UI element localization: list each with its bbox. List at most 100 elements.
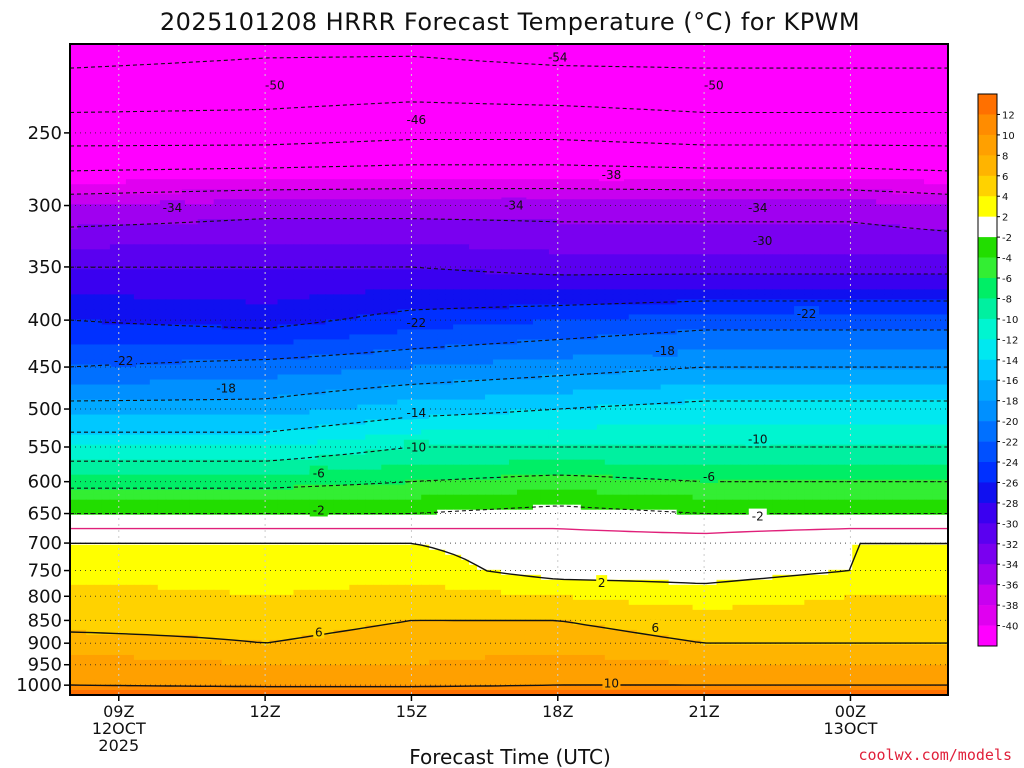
temperature-cell xyxy=(229,184,239,190)
temperature-cell xyxy=(908,209,917,215)
temperature-cell xyxy=(141,179,151,185)
temperature-cell xyxy=(70,64,79,70)
temperature-cell xyxy=(884,184,893,190)
temperature-cell xyxy=(636,124,646,130)
temperature-cell xyxy=(644,189,654,195)
temperature-cell xyxy=(125,114,135,120)
temperature-cell xyxy=(325,199,334,205)
temperature-cell xyxy=(421,49,430,55)
temperature-cell xyxy=(876,234,885,240)
temperature-cell xyxy=(644,59,654,65)
temperature-cell xyxy=(157,99,167,105)
temperature-cell xyxy=(461,169,470,175)
temperature-cell xyxy=(524,129,534,135)
temperature-cell xyxy=(261,154,271,160)
temperature-cell xyxy=(445,229,454,235)
temperature-cell xyxy=(165,184,175,190)
temperature-cell xyxy=(261,249,271,255)
temperature-cell xyxy=(516,54,526,60)
temperature-cell xyxy=(900,174,909,180)
temperature-cell xyxy=(277,194,287,200)
temperature-cell xyxy=(724,119,734,125)
temperature-cell xyxy=(828,109,837,115)
temperature-cell xyxy=(117,224,127,230)
temperature-cell xyxy=(261,44,271,50)
temperature-cell xyxy=(796,54,805,60)
temperature-cell xyxy=(620,154,630,160)
temperature-cell xyxy=(716,149,726,155)
temperature-cell xyxy=(501,184,510,190)
temperature-cell xyxy=(245,259,255,265)
temperature-cell xyxy=(884,59,893,65)
temperature-cell xyxy=(181,94,191,100)
temperature-cell xyxy=(85,114,95,120)
temperature-cell xyxy=(373,109,382,115)
temperature-cell xyxy=(548,194,558,200)
temperature-cell xyxy=(429,159,438,165)
temperature-cell xyxy=(908,144,917,150)
temperature-cell xyxy=(876,49,885,55)
temperature-cell xyxy=(101,89,111,95)
temperature-cell xyxy=(70,109,79,115)
temperature-cell xyxy=(70,69,79,75)
temperature-cell xyxy=(493,164,502,170)
temperature-cell xyxy=(237,244,247,250)
temperature-cell xyxy=(413,214,422,220)
temperature-cell xyxy=(676,124,686,130)
temperature-cell xyxy=(221,84,231,90)
temperature-cell xyxy=(229,94,239,100)
temperature-cell xyxy=(301,104,311,110)
temperature-cell xyxy=(892,254,901,260)
temperature-cell xyxy=(141,64,151,70)
temperature-cell xyxy=(181,49,191,55)
temperature-cell xyxy=(636,44,646,50)
temperature-cell xyxy=(469,144,478,150)
temperature-cell xyxy=(205,74,215,80)
temperature-cell xyxy=(876,214,885,220)
temperature-cell xyxy=(509,244,518,250)
temperature-cell xyxy=(780,214,789,220)
temperature-cell xyxy=(253,164,263,170)
temperature-cell xyxy=(772,74,781,80)
temperature-cell xyxy=(620,79,630,85)
temperature-cell xyxy=(916,174,925,180)
temperature-cell xyxy=(788,134,797,140)
temperature-cell xyxy=(325,144,334,150)
temperature-cell xyxy=(740,104,750,110)
temperature-cell xyxy=(548,204,558,210)
temperature-cell xyxy=(588,64,598,70)
temperature-cell xyxy=(493,74,502,80)
temperature-cell xyxy=(125,159,135,165)
temperature-cell xyxy=(876,144,885,150)
temperature-cell xyxy=(237,209,247,215)
temperature-cell xyxy=(572,44,582,50)
temperature-cell xyxy=(77,159,87,165)
temperature-cell xyxy=(748,229,758,235)
temperature-cell xyxy=(724,79,734,85)
temperature-cell xyxy=(101,269,111,275)
temperature-cell xyxy=(684,54,694,60)
temperature-cell xyxy=(764,264,773,270)
temperature-cell xyxy=(101,69,111,75)
temperature-cell xyxy=(205,139,215,145)
temperature-cell xyxy=(924,44,933,50)
temperature-cell xyxy=(924,219,933,225)
temperature-cell xyxy=(548,64,558,70)
temperature-cell xyxy=(349,164,358,170)
temperature-cell xyxy=(397,179,406,185)
temperature-cell xyxy=(668,124,678,130)
temperature-cell xyxy=(676,229,686,235)
temperature-cell xyxy=(724,44,734,50)
temperature-cell xyxy=(485,199,494,205)
temperature-cell xyxy=(341,74,350,80)
temperature-cell xyxy=(109,44,119,50)
temperature-cell xyxy=(788,64,797,70)
temperature-cell xyxy=(780,109,789,115)
temperature-cell xyxy=(676,234,686,240)
temperature-cell xyxy=(668,239,678,245)
temperature-cell xyxy=(373,159,382,165)
temperature-cell xyxy=(485,219,494,225)
temperature-cell xyxy=(485,69,494,75)
temperature-cell xyxy=(333,234,342,240)
temperature-cell xyxy=(397,189,406,195)
